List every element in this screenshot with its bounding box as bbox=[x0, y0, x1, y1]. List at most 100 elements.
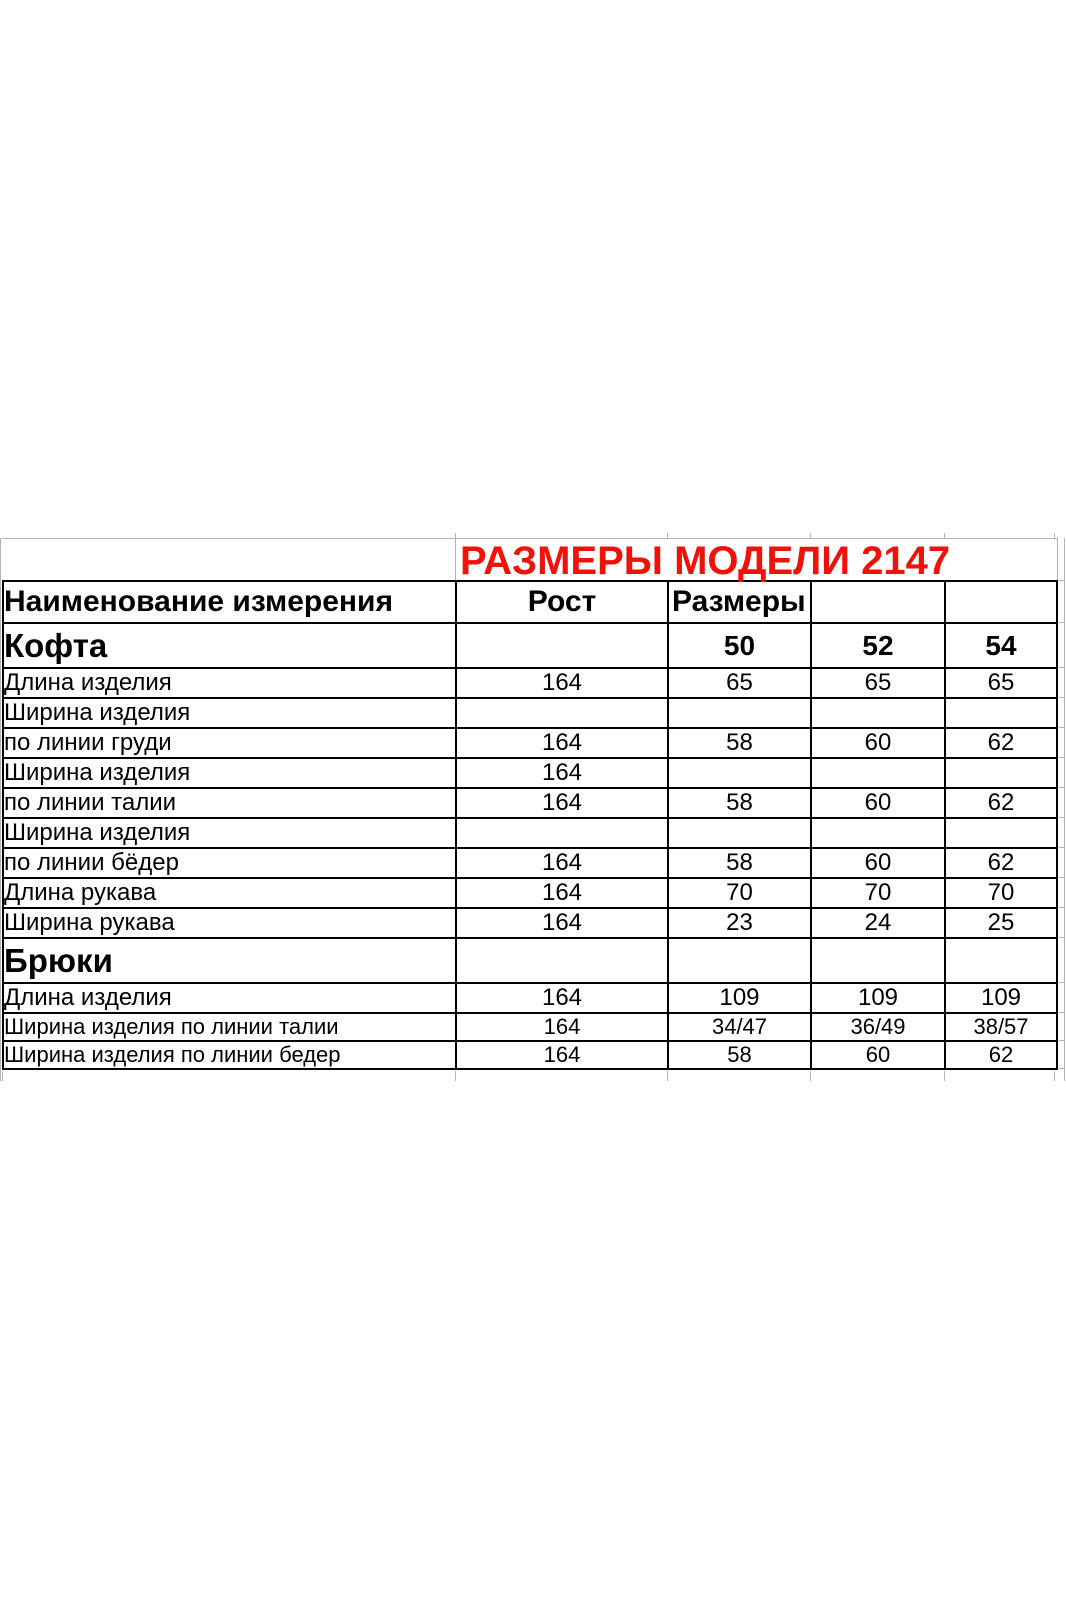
cell: 60 bbox=[810, 787, 946, 819]
gridline bbox=[1059, 1040, 1064, 1041]
table-row: Ширина рукава 164 23 24 25 bbox=[2, 907, 1058, 939]
size-table: Наименование измерения Рост Размеры Кофт… bbox=[2, 580, 1058, 1070]
cell bbox=[455, 697, 669, 729]
table-row: Длина рукава 164 70 70 70 bbox=[2, 877, 1058, 909]
row-label: Брюки bbox=[2, 937, 457, 984]
cell bbox=[667, 817, 812, 849]
table-row: Ширина изделия bbox=[2, 697, 1058, 729]
cell: 36/49 bbox=[810, 1012, 946, 1042]
cell bbox=[944, 757, 1058, 789]
cell: 34/47 bbox=[667, 1012, 812, 1042]
cell: 109 bbox=[667, 982, 812, 1014]
gridline bbox=[1059, 622, 1064, 623]
cell: 164 bbox=[455, 727, 669, 759]
row-label: Ширина изделия bbox=[2, 817, 457, 849]
gridline bbox=[1064, 538, 1065, 1081]
cell: 164 bbox=[455, 787, 669, 819]
gridline bbox=[0, 538, 1, 1081]
row-label: по линии талии bbox=[2, 787, 457, 819]
cell bbox=[810, 757, 946, 789]
header-empty-1 bbox=[810, 580, 946, 624]
cell bbox=[667, 937, 812, 984]
cell: 58 bbox=[667, 1040, 812, 1070]
row-label: Ширина рукава bbox=[2, 907, 457, 939]
chart-title: РАЗМЕРЫ МОДЕЛИ 2147 bbox=[460, 539, 951, 583]
gridline bbox=[1059, 757, 1064, 758]
gridline bbox=[1059, 877, 1064, 878]
cell: 70 bbox=[667, 877, 812, 909]
cell: 164 bbox=[455, 757, 669, 789]
cell bbox=[944, 937, 1058, 984]
cell: 65 bbox=[810, 667, 946, 699]
cell: 54 bbox=[944, 622, 1058, 669]
cell: 109 bbox=[810, 982, 946, 1014]
cell: 52 bbox=[810, 622, 946, 669]
table-row: по линии талии 164 58 60 62 bbox=[2, 787, 1058, 819]
cell: 65 bbox=[944, 667, 1058, 699]
gridline bbox=[1059, 580, 1064, 581]
gridline bbox=[1059, 847, 1064, 848]
header-measure-name: Наименование измерения bbox=[2, 580, 457, 624]
cell: 58 bbox=[667, 847, 812, 879]
gridline bbox=[1059, 937, 1064, 938]
cell: 50 bbox=[667, 622, 812, 669]
cell: 62 bbox=[944, 727, 1058, 759]
cell: 23 bbox=[667, 907, 812, 939]
header-empty-2 bbox=[944, 580, 1058, 624]
table-row: Ширина изделия по линии талии 164 34/47 36/… bbox=[2, 1012, 1058, 1042]
cell bbox=[810, 697, 946, 729]
cell: 164 bbox=[455, 877, 669, 909]
table-row: Ширина изделия по линии бедер 164 58 60 62 bbox=[2, 1040, 1058, 1070]
cell bbox=[810, 937, 946, 984]
row-label: Длина рукава bbox=[2, 877, 457, 909]
gridline bbox=[810, 1071, 811, 1081]
gridline bbox=[1054, 1071, 1055, 1081]
cell: 58 bbox=[667, 787, 812, 819]
cell: 60 bbox=[810, 1040, 946, 1070]
row-label: Длина изделия bbox=[2, 982, 457, 1014]
size-chart: РАЗМЕРЫ МОДЕЛИ 2147 Наименование измерен… bbox=[2, 538, 1058, 1070]
gridline bbox=[1059, 787, 1064, 788]
table-row: Ширина изделия bbox=[2, 817, 1058, 849]
cell: 60 bbox=[810, 847, 946, 879]
cell: 164 bbox=[455, 1040, 669, 1070]
table-row: по линии груди 164 58 60 62 bbox=[2, 727, 1058, 759]
section-row: Брюки bbox=[2, 937, 1058, 984]
row-label: по линии груди bbox=[2, 727, 457, 759]
cell bbox=[667, 697, 812, 729]
row-label: Кофта bbox=[2, 622, 457, 669]
cell: 164 bbox=[455, 1012, 669, 1042]
table-row: Длина изделия 164 109 109 109 bbox=[2, 982, 1058, 1014]
gridline bbox=[1059, 1068, 1064, 1069]
row-label: по линии бёдер bbox=[2, 847, 457, 879]
cell: 25 bbox=[944, 907, 1058, 939]
table-row: Ширина изделия 164 bbox=[2, 757, 1058, 789]
cell: 24 bbox=[810, 907, 946, 939]
header-razmery: Размеры bbox=[667, 580, 812, 624]
cell bbox=[944, 697, 1058, 729]
row-label: Ширина изделия bbox=[2, 757, 457, 789]
gridline bbox=[455, 1071, 456, 1081]
gridline bbox=[1059, 667, 1064, 668]
cell: 109 bbox=[944, 982, 1058, 1014]
cell: 38/57 bbox=[944, 1012, 1058, 1042]
cell: 164 bbox=[455, 907, 669, 939]
gridline bbox=[1059, 697, 1064, 698]
cell: 164 bbox=[455, 667, 669, 699]
gridline bbox=[1059, 817, 1064, 818]
cell bbox=[455, 817, 669, 849]
cell: 62 bbox=[944, 847, 1058, 879]
cell: 58 bbox=[667, 727, 812, 759]
gridline bbox=[1059, 727, 1064, 728]
gridline bbox=[1059, 907, 1064, 908]
table-header-row: Наименование измерения Рост Размеры bbox=[2, 580, 1058, 624]
cell: 60 bbox=[810, 727, 946, 759]
cell bbox=[455, 937, 669, 984]
row-label: Ширина изделия по линии бедер bbox=[2, 1040, 457, 1070]
cell: 62 bbox=[944, 1040, 1058, 1070]
header-rost: Рост bbox=[455, 580, 669, 624]
table-row: по линии бёдер 164 58 60 62 bbox=[2, 847, 1058, 879]
gridline bbox=[667, 1071, 668, 1081]
cell bbox=[667, 757, 812, 789]
cell: 164 bbox=[455, 847, 669, 879]
